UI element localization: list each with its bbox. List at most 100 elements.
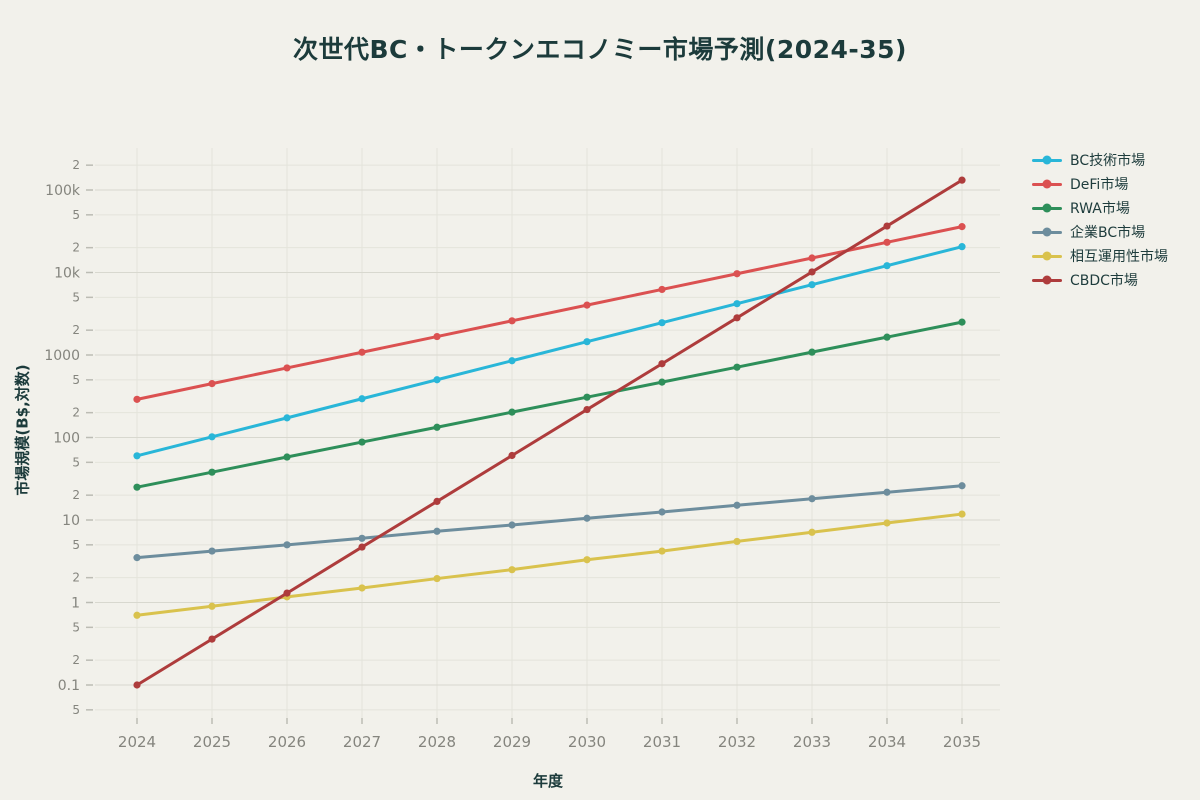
series-line-3[interactable] — [135, 484, 964, 560]
data-point[interactable] — [358, 348, 366, 356]
data-point[interactable] — [508, 408, 516, 416]
legend-label: CBDC市場 — [1070, 273, 1138, 289]
data-point[interactable] — [808, 254, 816, 262]
data-point[interactable] — [133, 395, 141, 403]
data-point[interactable] — [508, 521, 516, 529]
data-point[interactable] — [208, 380, 216, 388]
data-point[interactable] — [733, 501, 741, 509]
data-point[interactable] — [283, 414, 291, 422]
data-point[interactable] — [808, 495, 816, 503]
data-point[interactable] — [358, 395, 366, 403]
data-point[interactable] — [808, 528, 816, 536]
data-point[interactable] — [358, 584, 366, 592]
legend-swatch-icon — [1032, 179, 1062, 189]
x-tick-label: 2033 — [793, 733, 831, 751]
data-point[interactable] — [508, 451, 516, 460]
data-point[interactable] — [658, 547, 666, 555]
data-point[interactable] — [133, 554, 141, 562]
series-line-2[interactable] — [135, 320, 964, 489]
data-point[interactable] — [883, 262, 891, 270]
x-tick-label: 2034 — [868, 733, 906, 751]
x-tick-label: 2029 — [493, 733, 531, 751]
data-point[interactable] — [358, 543, 366, 551]
legend-item-bc-tech[interactable]: BC技術市場 — [1032, 152, 1168, 169]
data-point[interactable] — [583, 301, 591, 309]
data-point[interactable] — [133, 483, 141, 491]
data-point[interactable] — [433, 574, 441, 583]
data-point[interactable] — [883, 222, 891, 230]
legend-label: 企業BC市場 — [1070, 225, 1146, 241]
series-3[interactable] — [133, 482, 966, 562]
data-point[interactable] — [583, 405, 591, 414]
data-point[interactable] — [133, 452, 141, 460]
data-point[interactable] — [658, 378, 666, 386]
data-point[interactable] — [133, 681, 141, 689]
data-point[interactable] — [508, 317, 516, 325]
series-1[interactable] — [133, 223, 966, 403]
series-2[interactable] — [133, 318, 966, 491]
series-line-0[interactable] — [135, 245, 964, 458]
data-point[interactable] — [208, 547, 216, 555]
data-point[interactable] — [658, 360, 666, 368]
data-point[interactable] — [283, 453, 291, 461]
data-point[interactable] — [808, 268, 816, 276]
data-point[interactable] — [133, 611, 141, 619]
data-point[interactable] — [883, 333, 891, 341]
data-point[interactable] — [208, 468, 216, 476]
data-point[interactable] — [433, 497, 441, 506]
data-point[interactable] — [958, 510, 966, 518]
data-point[interactable] — [733, 314, 741, 322]
series-line-4[interactable] — [135, 512, 964, 617]
data-point[interactable] — [508, 566, 516, 574]
data-point[interactable] — [658, 319, 666, 327]
legend-item-interoperability[interactable]: 相互運用性市場 — [1032, 248, 1168, 265]
data-point[interactable] — [958, 318, 966, 326]
series-line-5[interactable] — [135, 178, 964, 687]
y-tick-label: 10 — [62, 513, 80, 529]
data-point[interactable] — [208, 635, 216, 643]
data-point[interactable] — [733, 270, 741, 278]
series-5[interactable] — [133, 176, 966, 689]
series-4[interactable] — [133, 510, 966, 619]
data-point[interactable] — [733, 363, 741, 371]
data-point[interactable] — [883, 488, 891, 496]
series-0[interactable] — [133, 243, 966, 460]
data-point[interactable] — [433, 423, 441, 431]
data-point[interactable] — [883, 238, 891, 246]
data-point[interactable] — [358, 438, 366, 446]
data-point[interactable] — [583, 393, 591, 401]
legend-item-enterprise-bc[interactable]: 企業BC市場 — [1032, 224, 1168, 241]
data-point[interactable] — [658, 285, 666, 294]
data-point[interactable] — [283, 364, 291, 372]
y-tick-label: 5 — [72, 373, 80, 387]
gridlines — [95, 148, 1000, 718]
data-point[interactable] — [658, 508, 666, 516]
data-point[interactable] — [358, 534, 366, 542]
data-point[interactable] — [583, 514, 591, 522]
data-point[interactable] — [808, 348, 816, 356]
legend-item-rwa[interactable]: RWA市場 — [1032, 200, 1168, 217]
data-point[interactable] — [958, 482, 966, 490]
legend-item-cbdc[interactable]: CBDC市場 — [1032, 272, 1168, 289]
data-point[interactable] — [208, 602, 216, 610]
data-point[interactable] — [733, 537, 741, 546]
legend-item-defi[interactable]: DeFi市場 — [1032, 176, 1168, 193]
data-point[interactable] — [958, 243, 966, 251]
data-point[interactable] — [958, 223, 966, 231]
data-point[interactable] — [958, 176, 966, 184]
data-point[interactable] — [733, 300, 741, 308]
y-tick-label: 2 — [72, 406, 80, 420]
series-line-1[interactable] — [135, 225, 964, 401]
data-point[interactable] — [508, 357, 516, 365]
data-point[interactable] — [433, 376, 441, 384]
data-point[interactable] — [283, 589, 291, 597]
data-point[interactable] — [433, 332, 441, 341]
data-point[interactable] — [433, 527, 441, 535]
data-point[interactable] — [808, 281, 816, 289]
data-point[interactable] — [583, 338, 591, 346]
data-point[interactable] — [283, 541, 291, 549]
data-point[interactable] — [208, 433, 216, 441]
data-point[interactable] — [883, 519, 891, 527]
data-point[interactable] — [583, 556, 591, 564]
